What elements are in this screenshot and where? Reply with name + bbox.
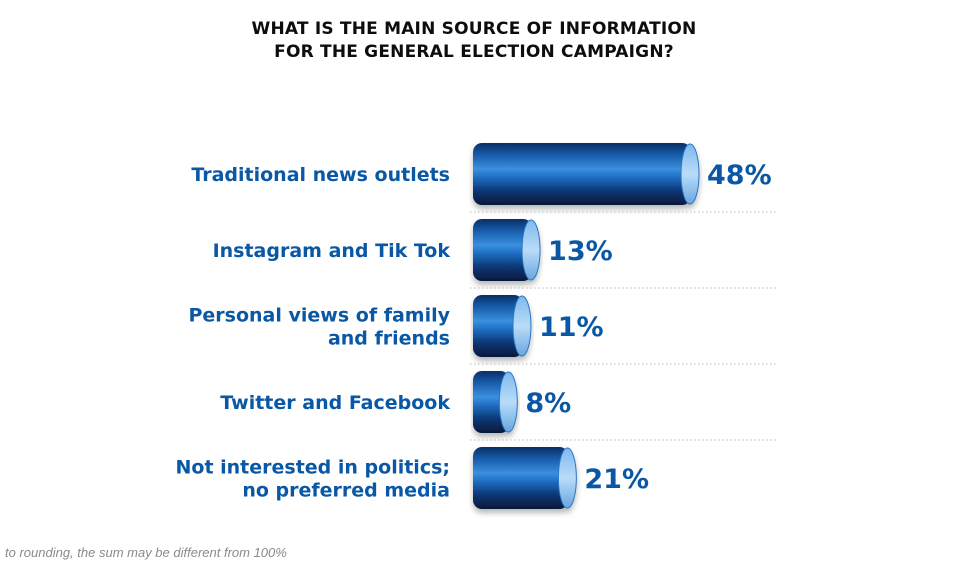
footnote: to rounding, the sum may be different fr…: [5, 545, 287, 560]
bar-cap: [498, 371, 518, 433]
category-label: no preferred media: [242, 480, 450, 502]
value-label: 21%: [584, 464, 649, 495]
category-label: Traditional news outlets: [191, 164, 450, 186]
category-label: Personal views of family: [188, 305, 450, 327]
bar-body: [473, 295, 523, 357]
value-label: 48%: [707, 160, 772, 191]
value-label: 13%: [548, 236, 613, 267]
chart-title-line-2: FOR THE GENERAL ELECTION CAMPAIGN?: [274, 42, 674, 62]
bar: [473, 371, 518, 433]
chart-title: WHAT IS THE MAIN SOURCE OF INFORMATION F…: [0, 18, 948, 64]
bar: [473, 295, 532, 357]
chart-title-line-1: WHAT IS THE MAIN SOURCE OF INFORMATION: [251, 19, 697, 39]
bar-cap: [521, 219, 541, 281]
bar-cap: [680, 143, 700, 205]
category-label: Twitter and Facebook: [220, 392, 450, 414]
bar-cap: [557, 447, 577, 509]
bar-body: [473, 447, 569, 509]
value-label: 8%: [525, 388, 571, 419]
category-label: Instagram and Tik Tok: [213, 240, 451, 262]
category-label: and friends: [328, 328, 450, 350]
bar: [473, 447, 577, 509]
bar: [473, 219, 541, 281]
bar-chart: Traditional news outlets 48% Instagram and…: [175, 143, 777, 509]
bar-cap: [512, 295, 532, 357]
category-label: Not interested in politics;: [175, 457, 450, 479]
bar-body: [473, 219, 533, 281]
bar: [473, 143, 700, 205]
value-label: 11%: [539, 312, 604, 343]
bar-body: [473, 143, 691, 205]
